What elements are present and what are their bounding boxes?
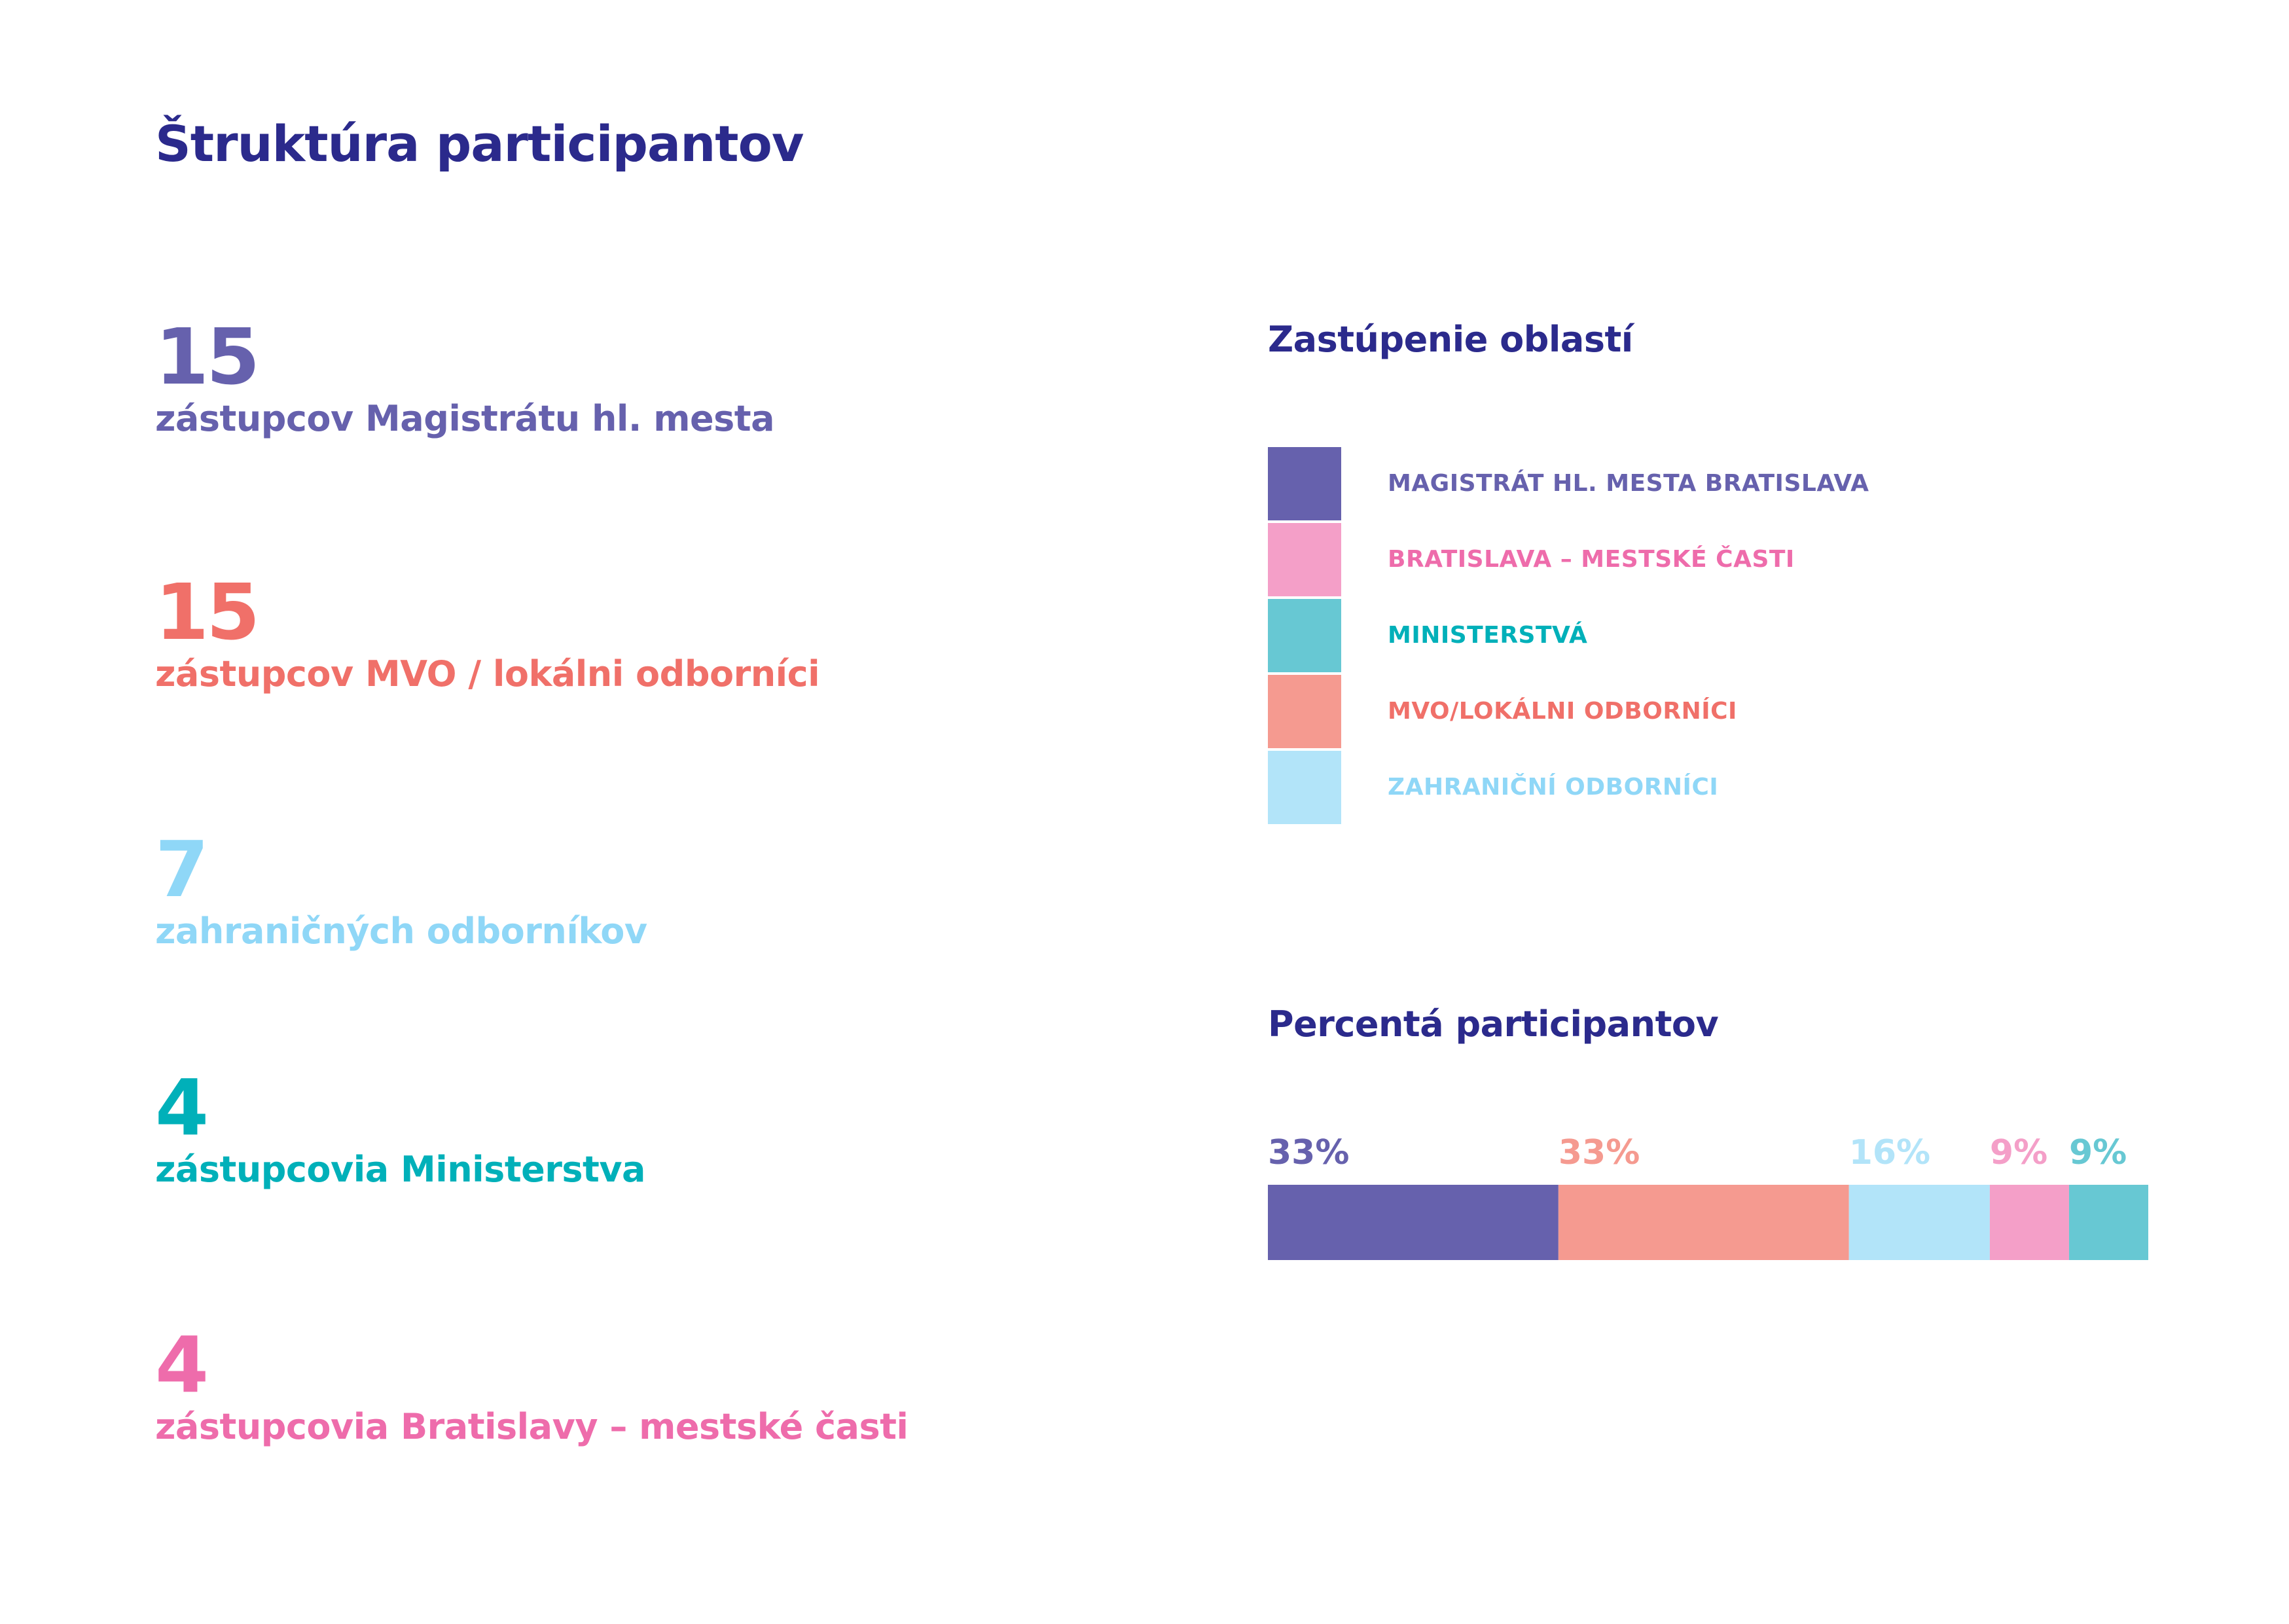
legend-swatch — [1268, 751, 1341, 824]
bar-data-label: 9% — [1990, 1133, 2047, 1172]
legend-label: MINISTERSTVÁ — [1388, 622, 1588, 649]
bar-segment — [1268, 1185, 1559, 1260]
stat-zahranicni: 7 zahraničných odborníkov — [155, 830, 647, 954]
stat-label: zahraničných odborníkov — [155, 911, 647, 952]
legend-label: ZAHRANIČNÍ ODBORNÍCI — [1388, 774, 1719, 801]
stat-number: 4 — [155, 1320, 209, 1410]
bar-data-label: 33% — [1559, 1133, 1640, 1172]
stat-number: 4 — [155, 1062, 209, 1153]
legend-swatch — [1268, 675, 1341, 748]
bar-segment — [1558, 1185, 1849, 1260]
bar-segment — [1848, 1185, 1990, 1260]
bar-data-label: 9% — [2069, 1133, 2127, 1172]
legend-label: MVO/LOKÁLNI ODBORNÍCI — [1388, 698, 1737, 725]
page-title: Štruktúra participantov — [155, 115, 804, 173]
stat-mestske-casti: 4 zástupcovia Bratislavy – mestské časti — [155, 1320, 909, 1450]
stat-number: 15 — [155, 567, 260, 657]
bar-data-label: 33% — [1268, 1133, 1349, 1172]
legend-title: Zastúpenie oblastí — [1268, 319, 1633, 360]
stat-ministerstva: 4 zástupcovia Ministerstva — [155, 1068, 645, 1193]
stat-magistrat: 15 zástupcov Magistrátu hl. mesta — [155, 312, 775, 442]
legend-label: BRATISLAVA – MESTSKÉ ČASTI — [1388, 546, 1795, 573]
stat-label: zástupcov Magistrátu hl. mesta — [155, 398, 775, 439]
legend-swatch — [1268, 447, 1341, 520]
legend-label: MAGISTRÁT HL. MESTA BRATISLAVA — [1388, 470, 1869, 497]
legend-swatch — [1268, 523, 1341, 596]
stat-label: zástupcov MVO / lokálni odborníci — [155, 653, 820, 695]
bar-segment — [1989, 1185, 2069, 1260]
stat-label: zástupcovia Bratislavy – mestské časti — [155, 1406, 909, 1447]
stat-label: zástupcovia Ministerstva — [155, 1149, 645, 1190]
stat-number: 15 — [155, 312, 260, 402]
percent-bar-chart: 33% 33% 16% 9% 9% — [1268, 1133, 2148, 1260]
chart-title: Percentá participantov — [1268, 1003, 1719, 1045]
stat-mvo: 15 zástupcov MVO / lokálni odborníci — [155, 573, 820, 697]
stat-number: 7 — [155, 824, 209, 914]
bar-data-label: 16% — [1849, 1133, 1930, 1172]
bar-segment — [2068, 1185, 2148, 1260]
legend-swatch — [1268, 599, 1341, 672]
